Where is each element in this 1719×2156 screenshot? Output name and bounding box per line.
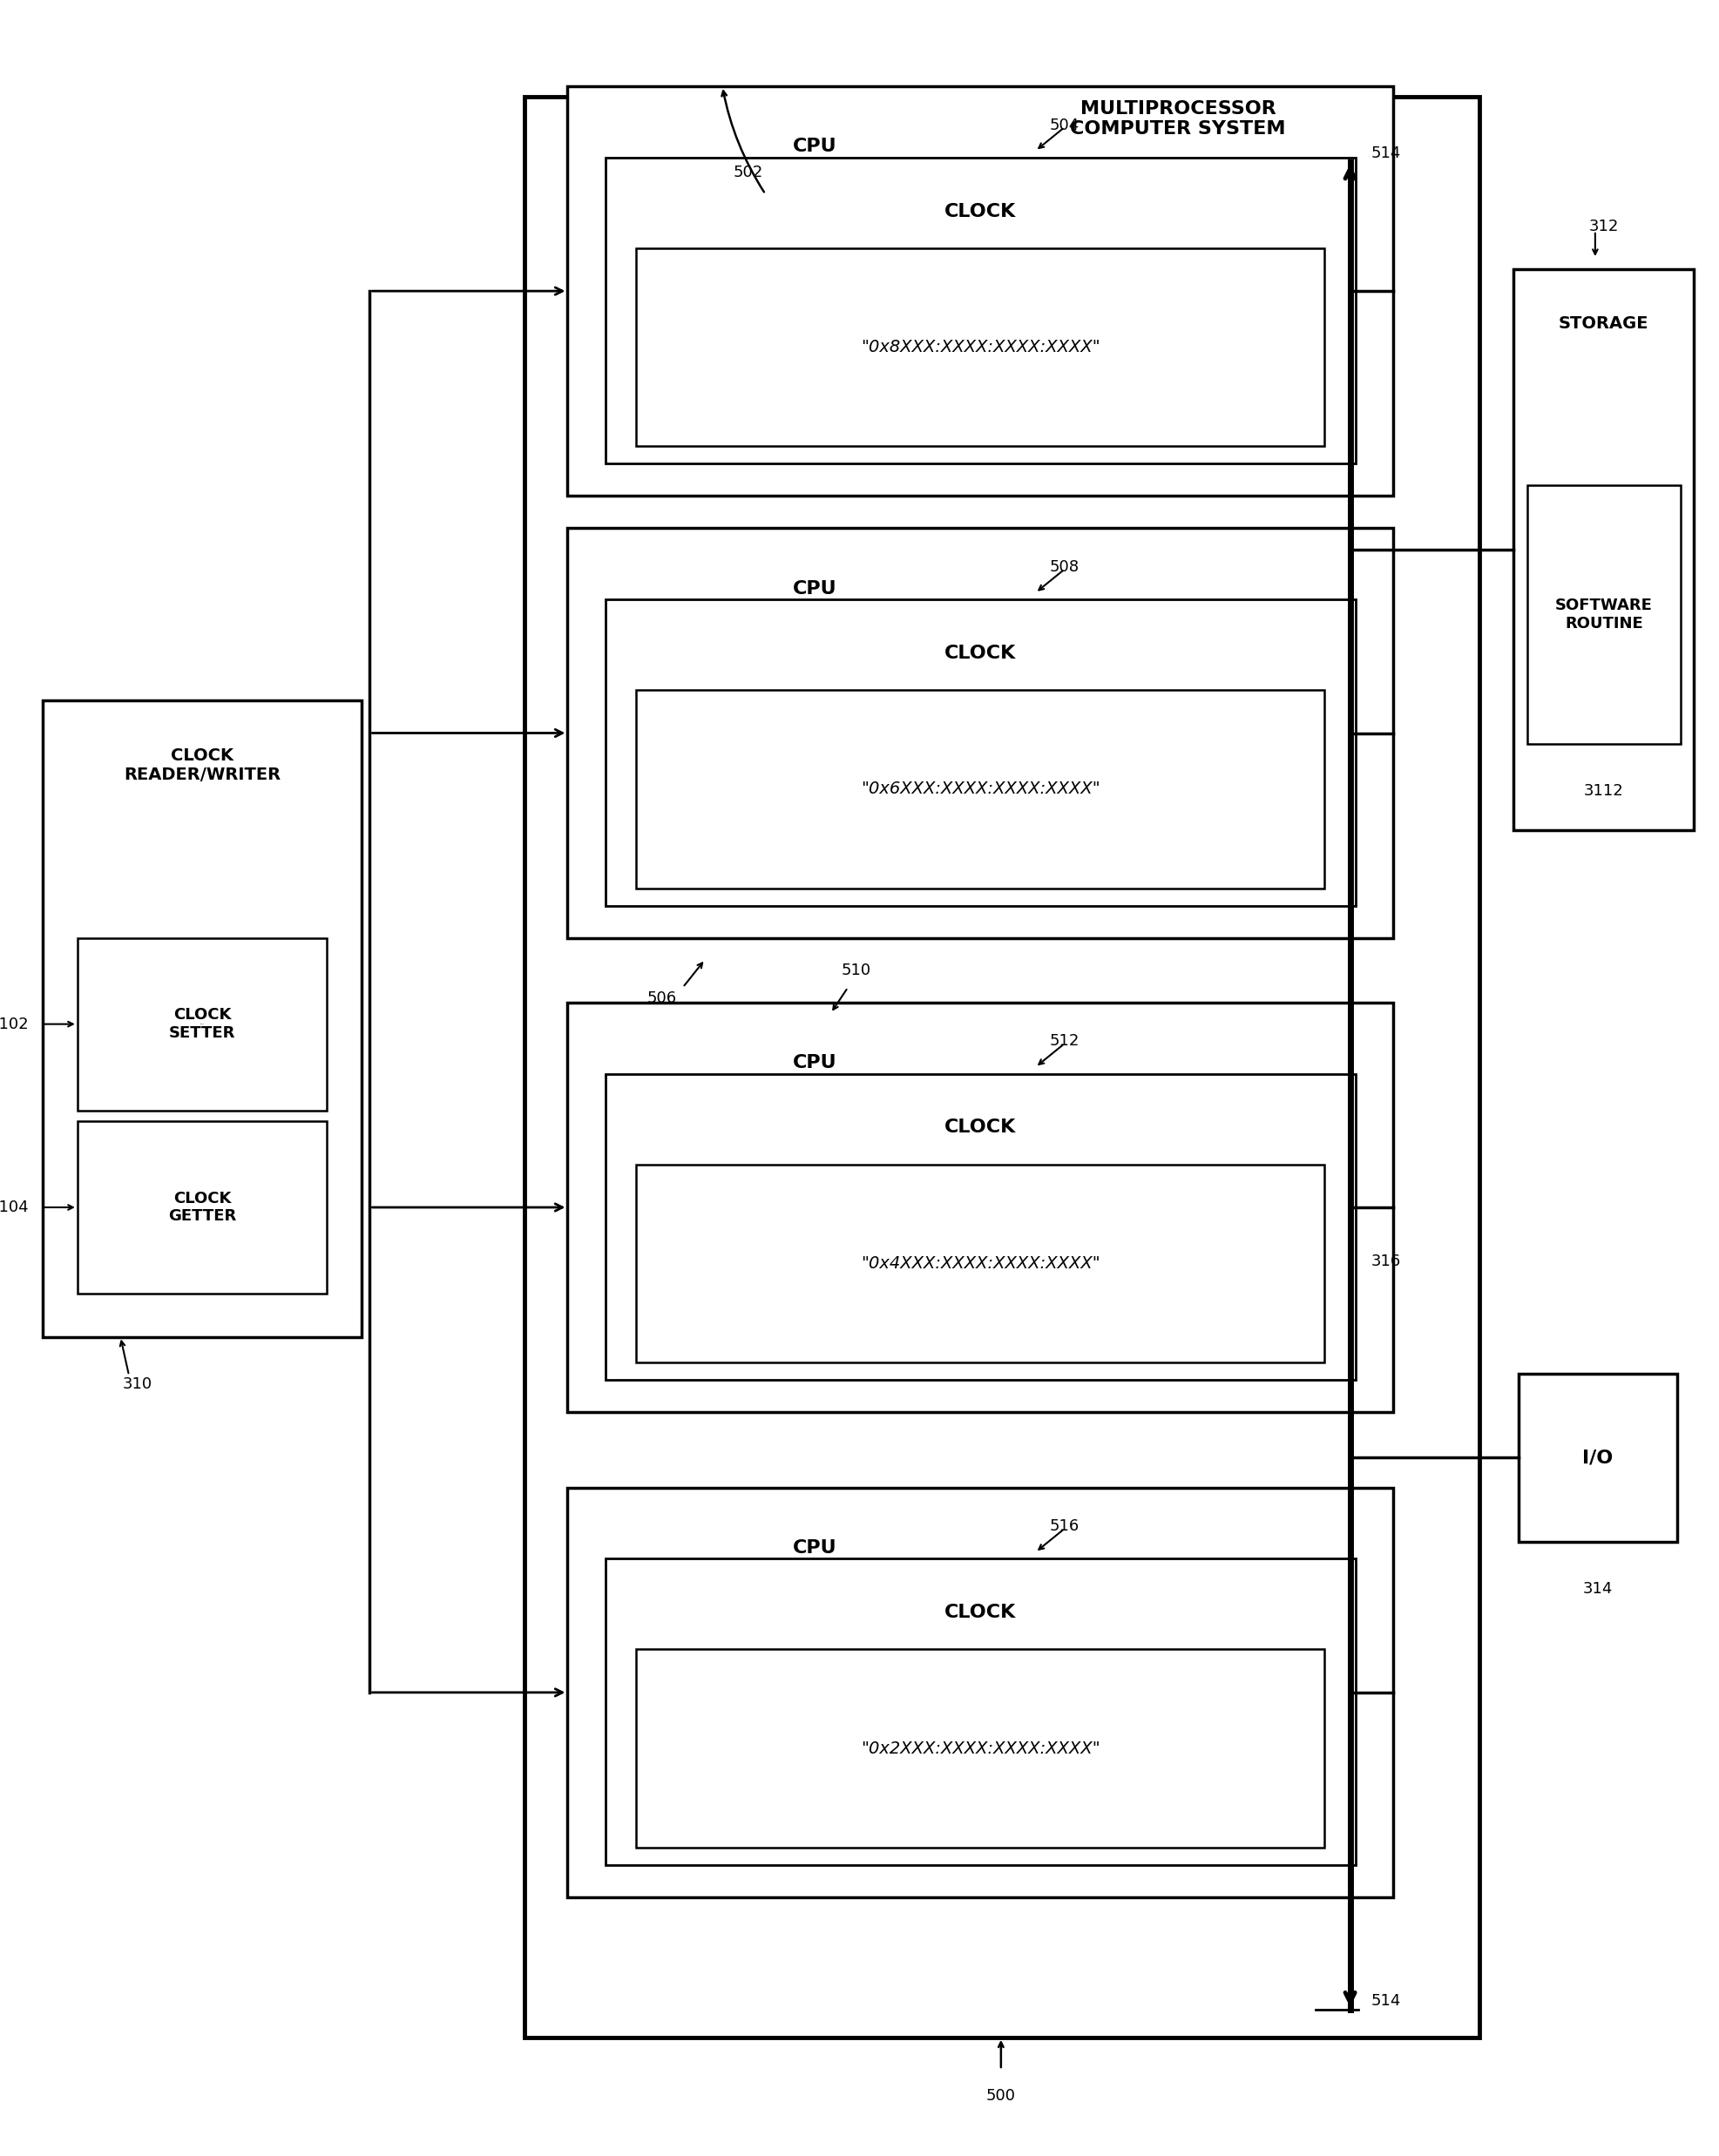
Bar	[636, 1164, 1324, 1363]
Text: CLOCK: CLOCK	[944, 203, 1016, 220]
Text: 516: 516	[1049, 1518, 1080, 1535]
Text: CLOCK
SETTER: CLOCK SETTER	[168, 1007, 236, 1041]
Bar	[77, 1121, 327, 1294]
Text: STORAGE: STORAGE	[1557, 315, 1649, 332]
Text: CLOCK
READER/WRITER: CLOCK READER/WRITER	[124, 748, 280, 783]
Text: CLOCK: CLOCK	[944, 1604, 1016, 1621]
Text: 314: 314	[1581, 1580, 1612, 1598]
Bar	[605, 1559, 1355, 1865]
Text: MULTIPROCESSOR
COMPUTER SYSTEM: MULTIPROCESSOR COMPUTER SYSTEM	[1069, 99, 1286, 138]
Text: 504: 504	[1049, 116, 1080, 134]
Text: 510: 510	[841, 962, 872, 979]
Bar	[605, 1074, 1355, 1380]
Text: CLOCK: CLOCK	[944, 645, 1016, 662]
Text: CPU: CPU	[792, 1054, 837, 1072]
Text: "0x4XXX:XXXX:XXXX:XXXX": "0x4XXX:XXXX:XXXX:XXXX"	[860, 1255, 1100, 1272]
Text: CLOCK: CLOCK	[944, 1119, 1016, 1136]
Text: 514: 514	[1370, 144, 1399, 162]
Text: 508: 508	[1049, 558, 1080, 576]
Text: 310: 310	[122, 1376, 153, 1393]
Text: 514: 514	[1370, 1992, 1399, 2009]
Bar	[605, 599, 1355, 906]
Text: 3112: 3112	[1583, 783, 1623, 800]
Bar	[1526, 485, 1679, 744]
Bar	[567, 86, 1392, 496]
Text: CPU: CPU	[792, 1539, 837, 1557]
Text: 316: 316	[1370, 1253, 1399, 1270]
Bar	[43, 701, 361, 1337]
Text: "0x8XXX:XXXX:XXXX:XXXX": "0x8XXX:XXXX:XXXX:XXXX"	[860, 338, 1100, 356]
Bar	[636, 1649, 1324, 1848]
Text: 502: 502	[732, 164, 763, 181]
Bar	[567, 1488, 1392, 1897]
Text: "0x6XXX:XXXX:XXXX:XXXX": "0x6XXX:XXXX:XXXX:XXXX"	[860, 780, 1100, 798]
Bar	[77, 938, 327, 1110]
Text: 506: 506	[646, 990, 677, 1007]
Text: 512: 512	[1049, 1033, 1080, 1050]
Bar	[524, 97, 1478, 2037]
Text: CLOCK
GETTER: CLOCK GETTER	[168, 1190, 236, 1225]
Text: 500: 500	[985, 2087, 1016, 2104]
Text: "0x2XXX:XXXX:XXXX:XXXX": "0x2XXX:XXXX:XXXX:XXXX"	[860, 1740, 1100, 1757]
Bar	[1513, 270, 1693, 830]
Bar	[636, 690, 1324, 888]
Bar	[605, 157, 1355, 464]
Text: 3104: 3104	[0, 1199, 29, 1216]
Text: SOFTWARE
ROUTINE: SOFTWARE ROUTINE	[1554, 597, 1652, 632]
Bar	[567, 1003, 1392, 1412]
Bar	[1518, 1373, 1676, 1542]
Text: 3102: 3102	[0, 1015, 29, 1033]
Text: CPU: CPU	[792, 580, 837, 597]
Text: 312: 312	[1588, 218, 1618, 235]
Text: CPU: CPU	[792, 138, 837, 155]
Bar	[636, 248, 1324, 446]
Bar	[567, 528, 1392, 938]
Text: I/O: I/O	[1581, 1449, 1612, 1466]
